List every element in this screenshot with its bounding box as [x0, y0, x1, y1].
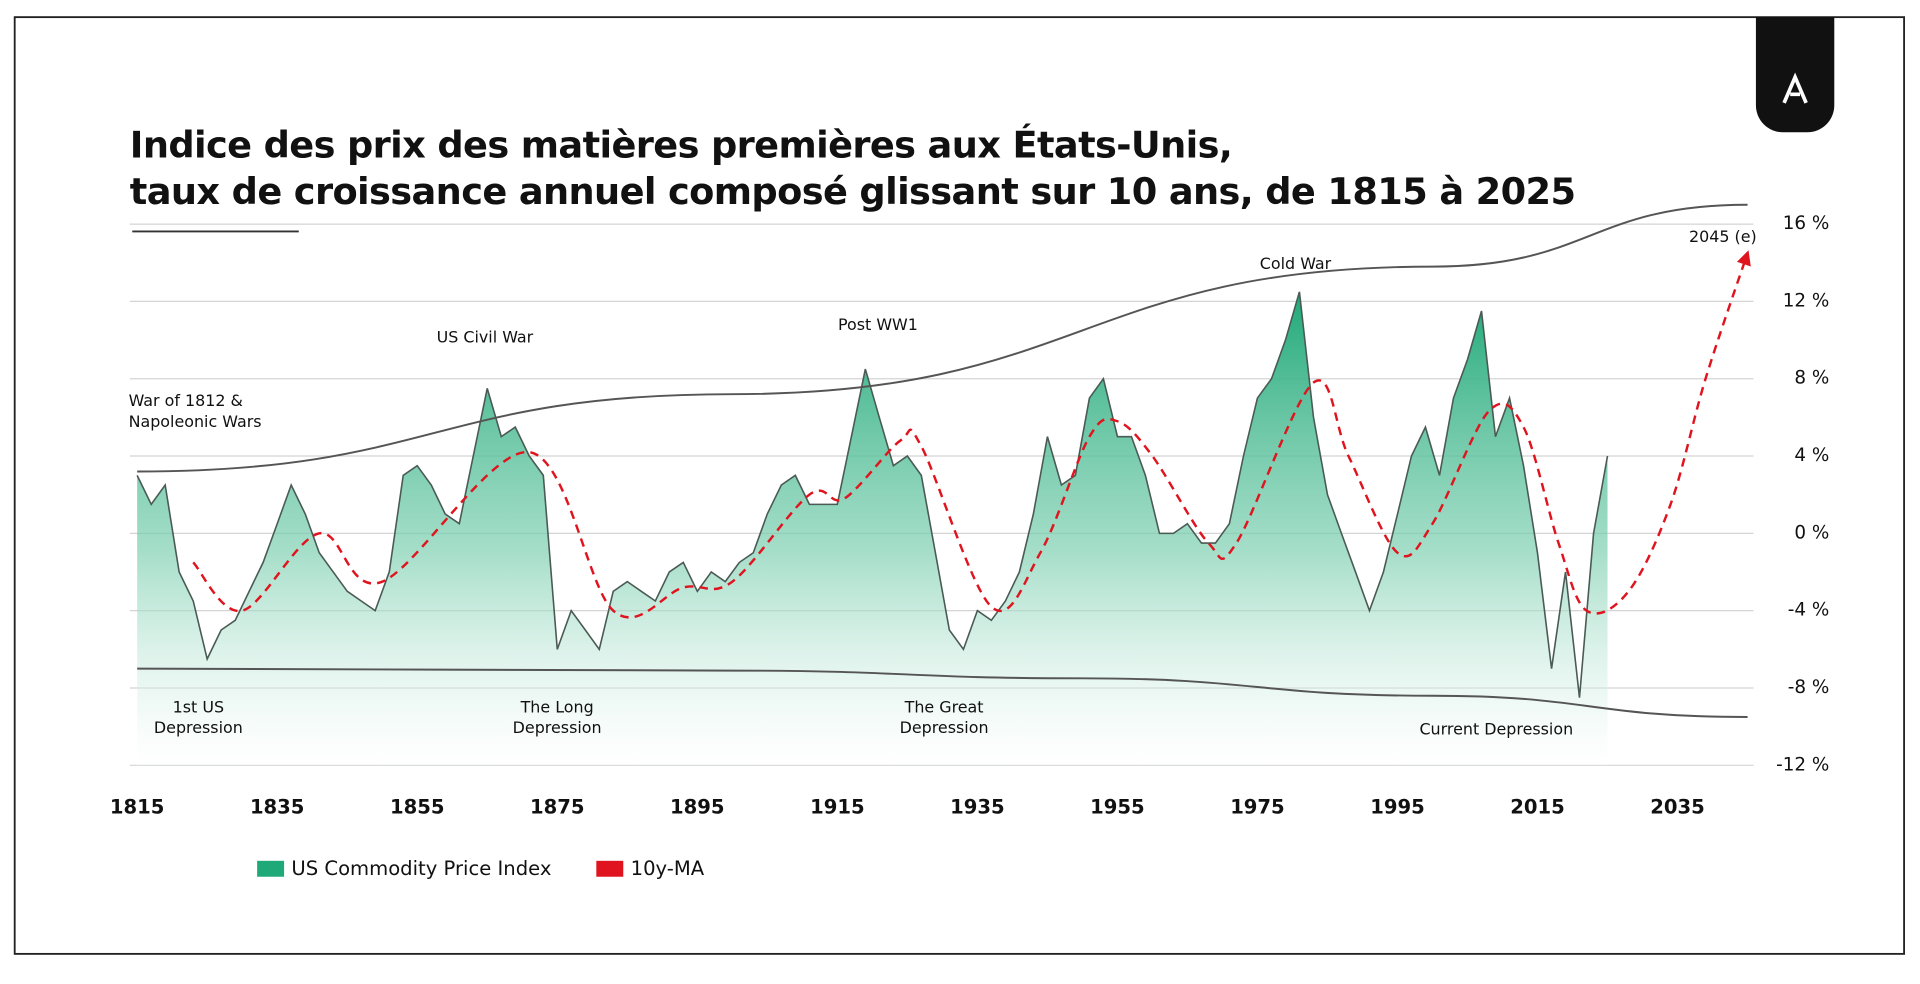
y-tick-label: -4 % [1788, 600, 1830, 621]
y-tick-label: -8 % [1788, 677, 1830, 698]
legend-swatch [596, 860, 624, 877]
y-tick-label: 4 % [1794, 445, 1829, 466]
annotation: The Long [520, 697, 594, 716]
legend-label: US Commodity Price Index [291, 857, 551, 880]
chart-title: Indice des prix des matières premières a… [130, 122, 1232, 166]
x-tick-label: 1835 [250, 796, 305, 819]
x-tick-label: 1815 [110, 796, 165, 819]
chart-title: taux de croissance annuel composé glissa… [130, 170, 1576, 213]
annotation: Current Depression [1419, 719, 1573, 738]
x-tick-label: 2015 [1510, 796, 1564, 819]
x-tick-label: 1955 [1090, 796, 1145, 819]
area [137, 291, 1608, 766]
x-tick-label: 1875 [530, 796, 585, 819]
annotation: US Civil War [437, 327, 534, 346]
x-tick-label: 1895 [670, 796, 725, 819]
annotation: Depression [513, 718, 602, 737]
x-tick-label: 2035 [1650, 796, 1704, 819]
annotation: War of 1812 & [129, 391, 243, 410]
annotation: Depression [154, 718, 243, 737]
x-tick-label: 1855 [390, 796, 445, 819]
moving-average [192, 250, 1751, 619]
area-outline [136, 291, 1609, 698]
frame [13, 16, 1905, 955]
y-tick-label: 16 % [1783, 213, 1830, 234]
x-tick-label: 1995 [1370, 796, 1425, 819]
annotation: 2045 (e) [1689, 227, 1757, 246]
x-tick-label: 1915 [810, 796, 865, 819]
y-tick-label: 12 % [1783, 290, 1830, 311]
annotation: The Great [904, 697, 984, 716]
trend-line [137, 667, 1748, 718]
annotation: Post WW1 [838, 315, 918, 334]
annotation: Cold War [1260, 254, 1332, 273]
annotation: Napoleonic Wars [129, 412, 262, 431]
y-tick-label: 8 % [1794, 368, 1829, 389]
y-tick-label: 0 % [1794, 522, 1829, 543]
y-tick-label: -12 % [1776, 754, 1829, 775]
legend-swatch [257, 860, 285, 877]
legend-label: 10y-MA [631, 857, 705, 880]
trend-line [137, 203, 1748, 473]
logo-glyph [1782, 72, 1808, 104]
annotation: 1st US [173, 697, 224, 716]
x-tick-label: 1935 [950, 796, 1005, 819]
annotation: Depression [900, 718, 989, 737]
x-tick-label: 1975 [1230, 796, 1285, 819]
